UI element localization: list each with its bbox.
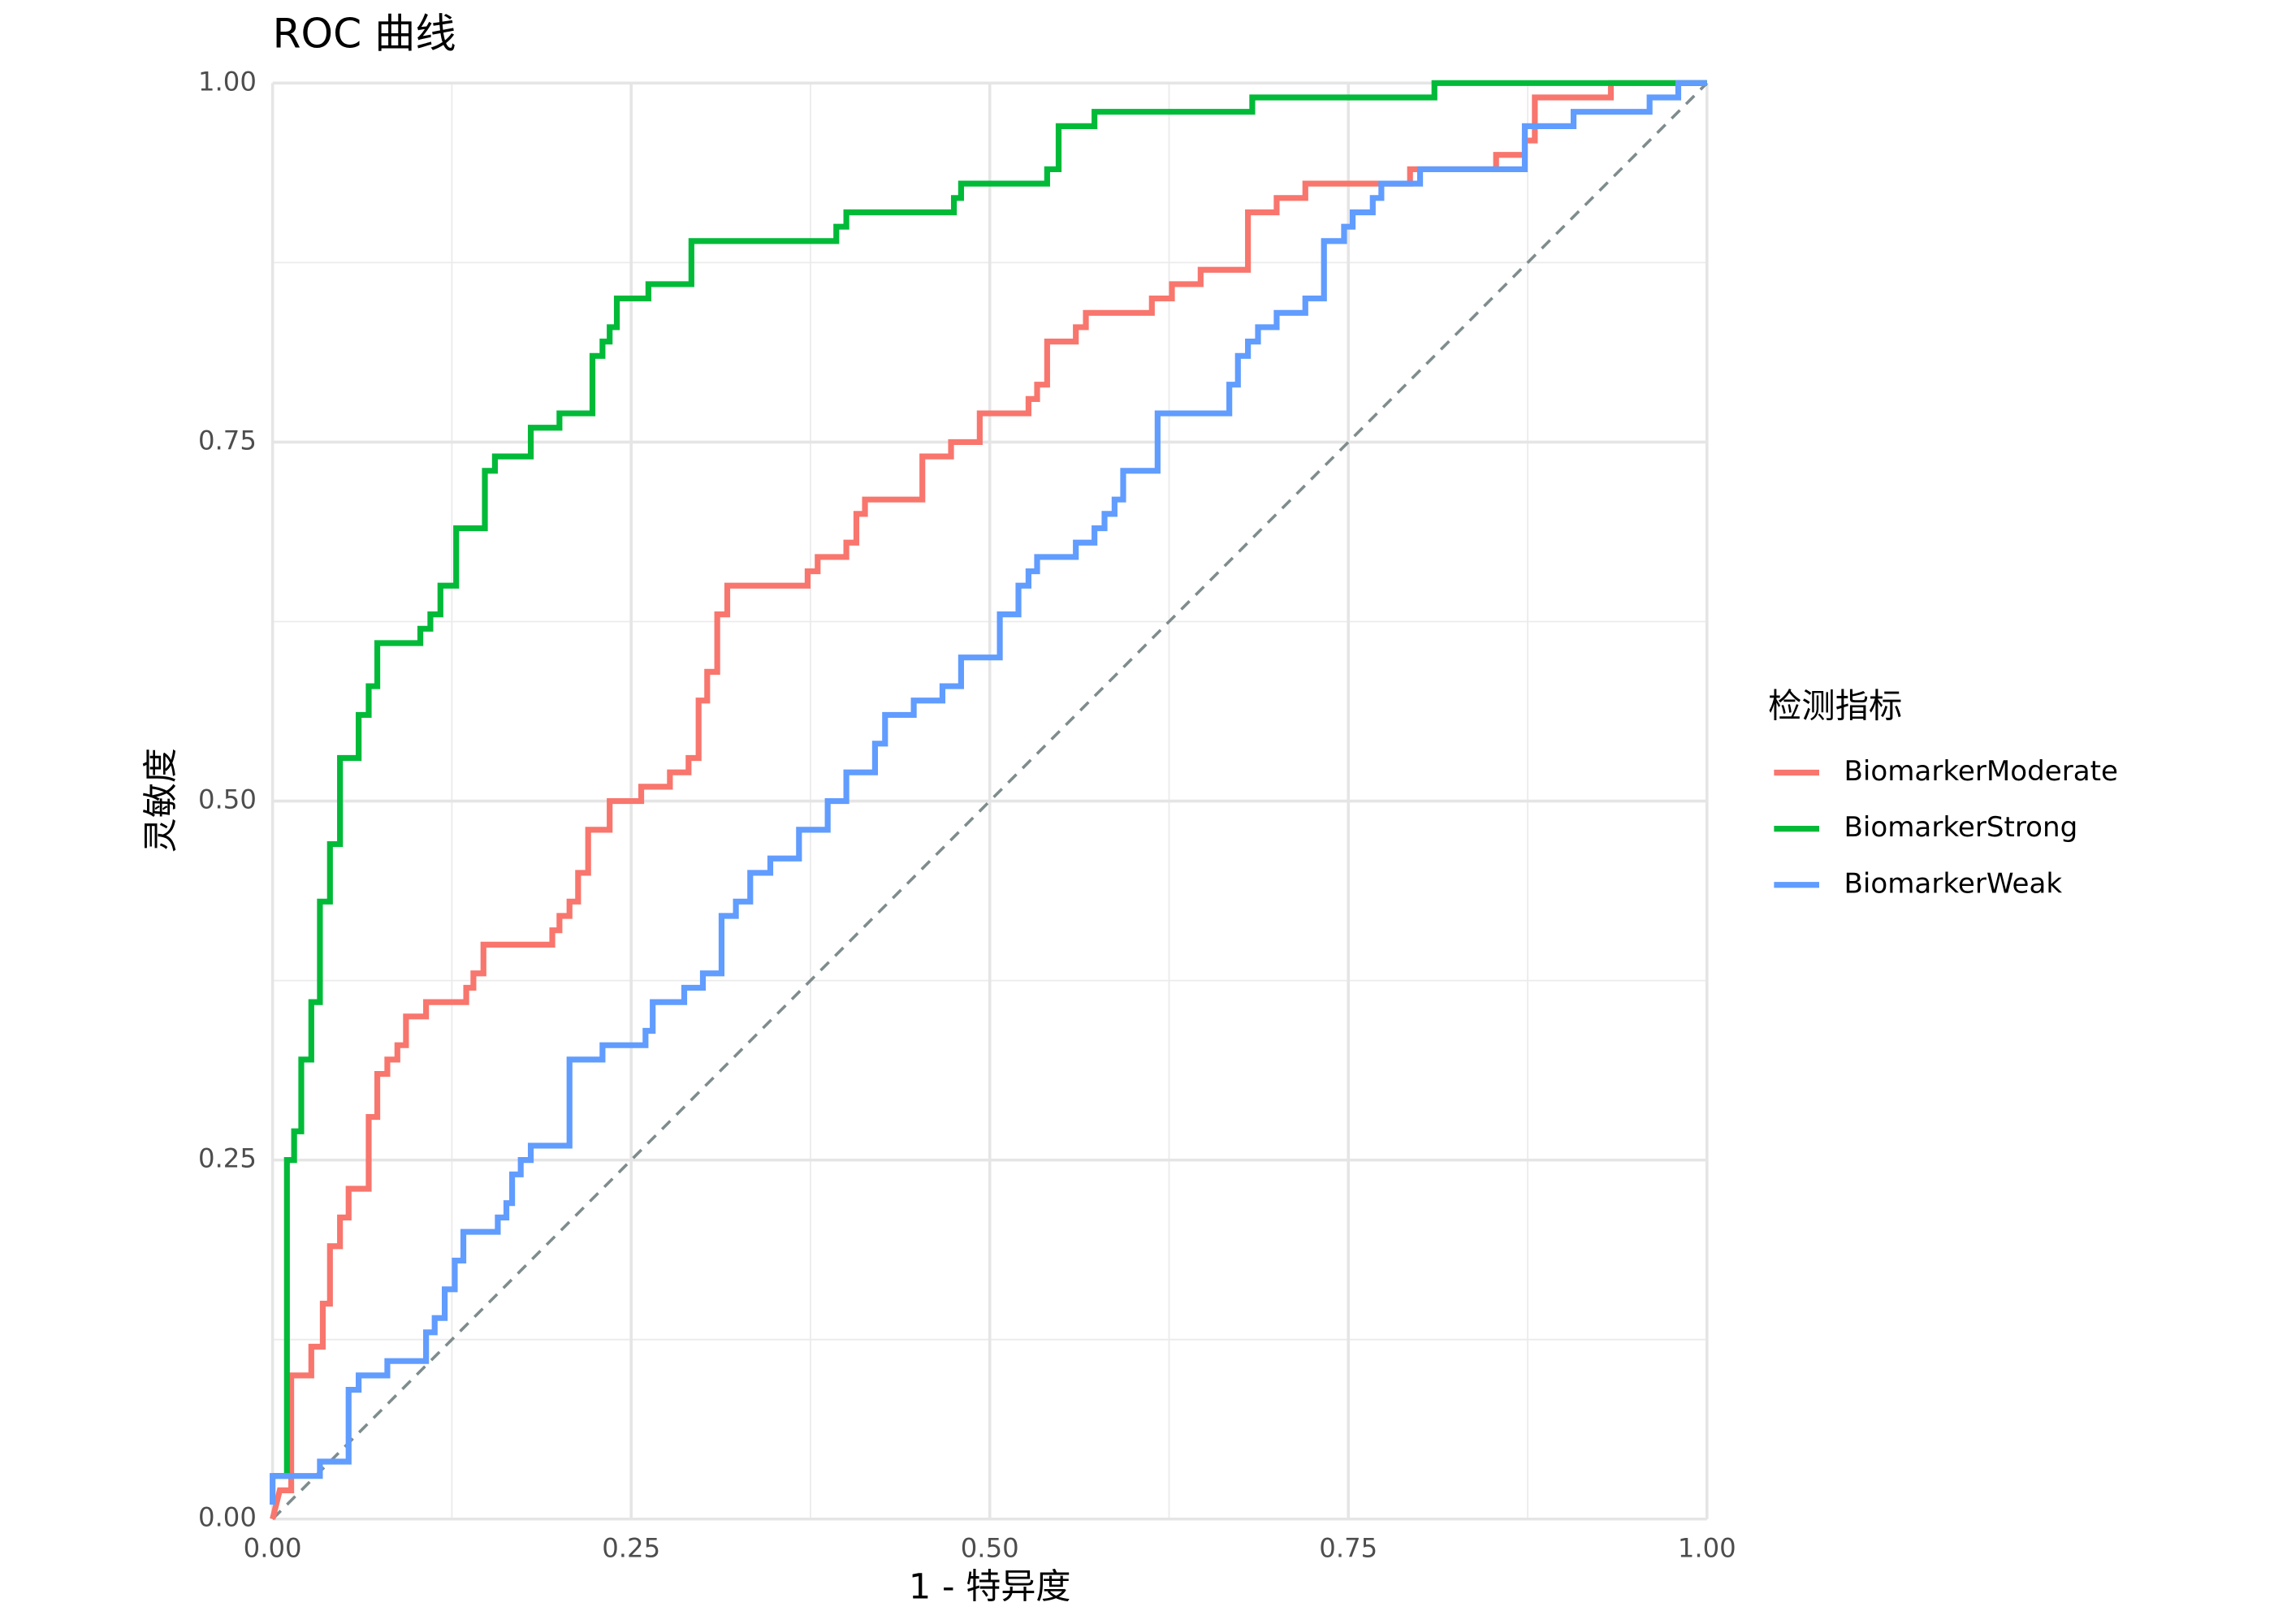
chart-title: ROC 曲线 [273, 9, 456, 57]
x-tick-label: 0.50 [961, 1532, 1019, 1563]
y-tick-label: 1.00 [198, 66, 257, 97]
x-tick-label: 0.75 [1319, 1532, 1377, 1563]
y-tick-label: 0.25 [198, 1143, 257, 1174]
x-tick-label: 0.00 [244, 1532, 302, 1563]
y-axis-label: 灵敏度 [141, 748, 182, 853]
y-tick-label: 0.50 [198, 784, 257, 815]
legend-title: 检测指标 [1768, 687, 1902, 726]
roc-curve [270, 80, 1707, 1505]
roc-curve [272, 80, 1707, 1479]
roc-curve [270, 80, 1707, 1520]
legend-label: BiomarkerStrong [1844, 811, 2078, 844]
grid [270, 81, 1709, 1521]
y-tick-label: 0.75 [198, 425, 257, 456]
x-tick-label: 0.25 [602, 1532, 660, 1563]
x-axis-label: 1 - 特异度 [909, 1566, 1071, 1607]
y-tick-label: 0.00 [198, 1502, 257, 1533]
legend-label: BiomarkerWeak [1844, 867, 2063, 900]
x-tick-label: 1.00 [1678, 1532, 1736, 1563]
legend-label: BiomarkerModerate [1844, 755, 2118, 788]
